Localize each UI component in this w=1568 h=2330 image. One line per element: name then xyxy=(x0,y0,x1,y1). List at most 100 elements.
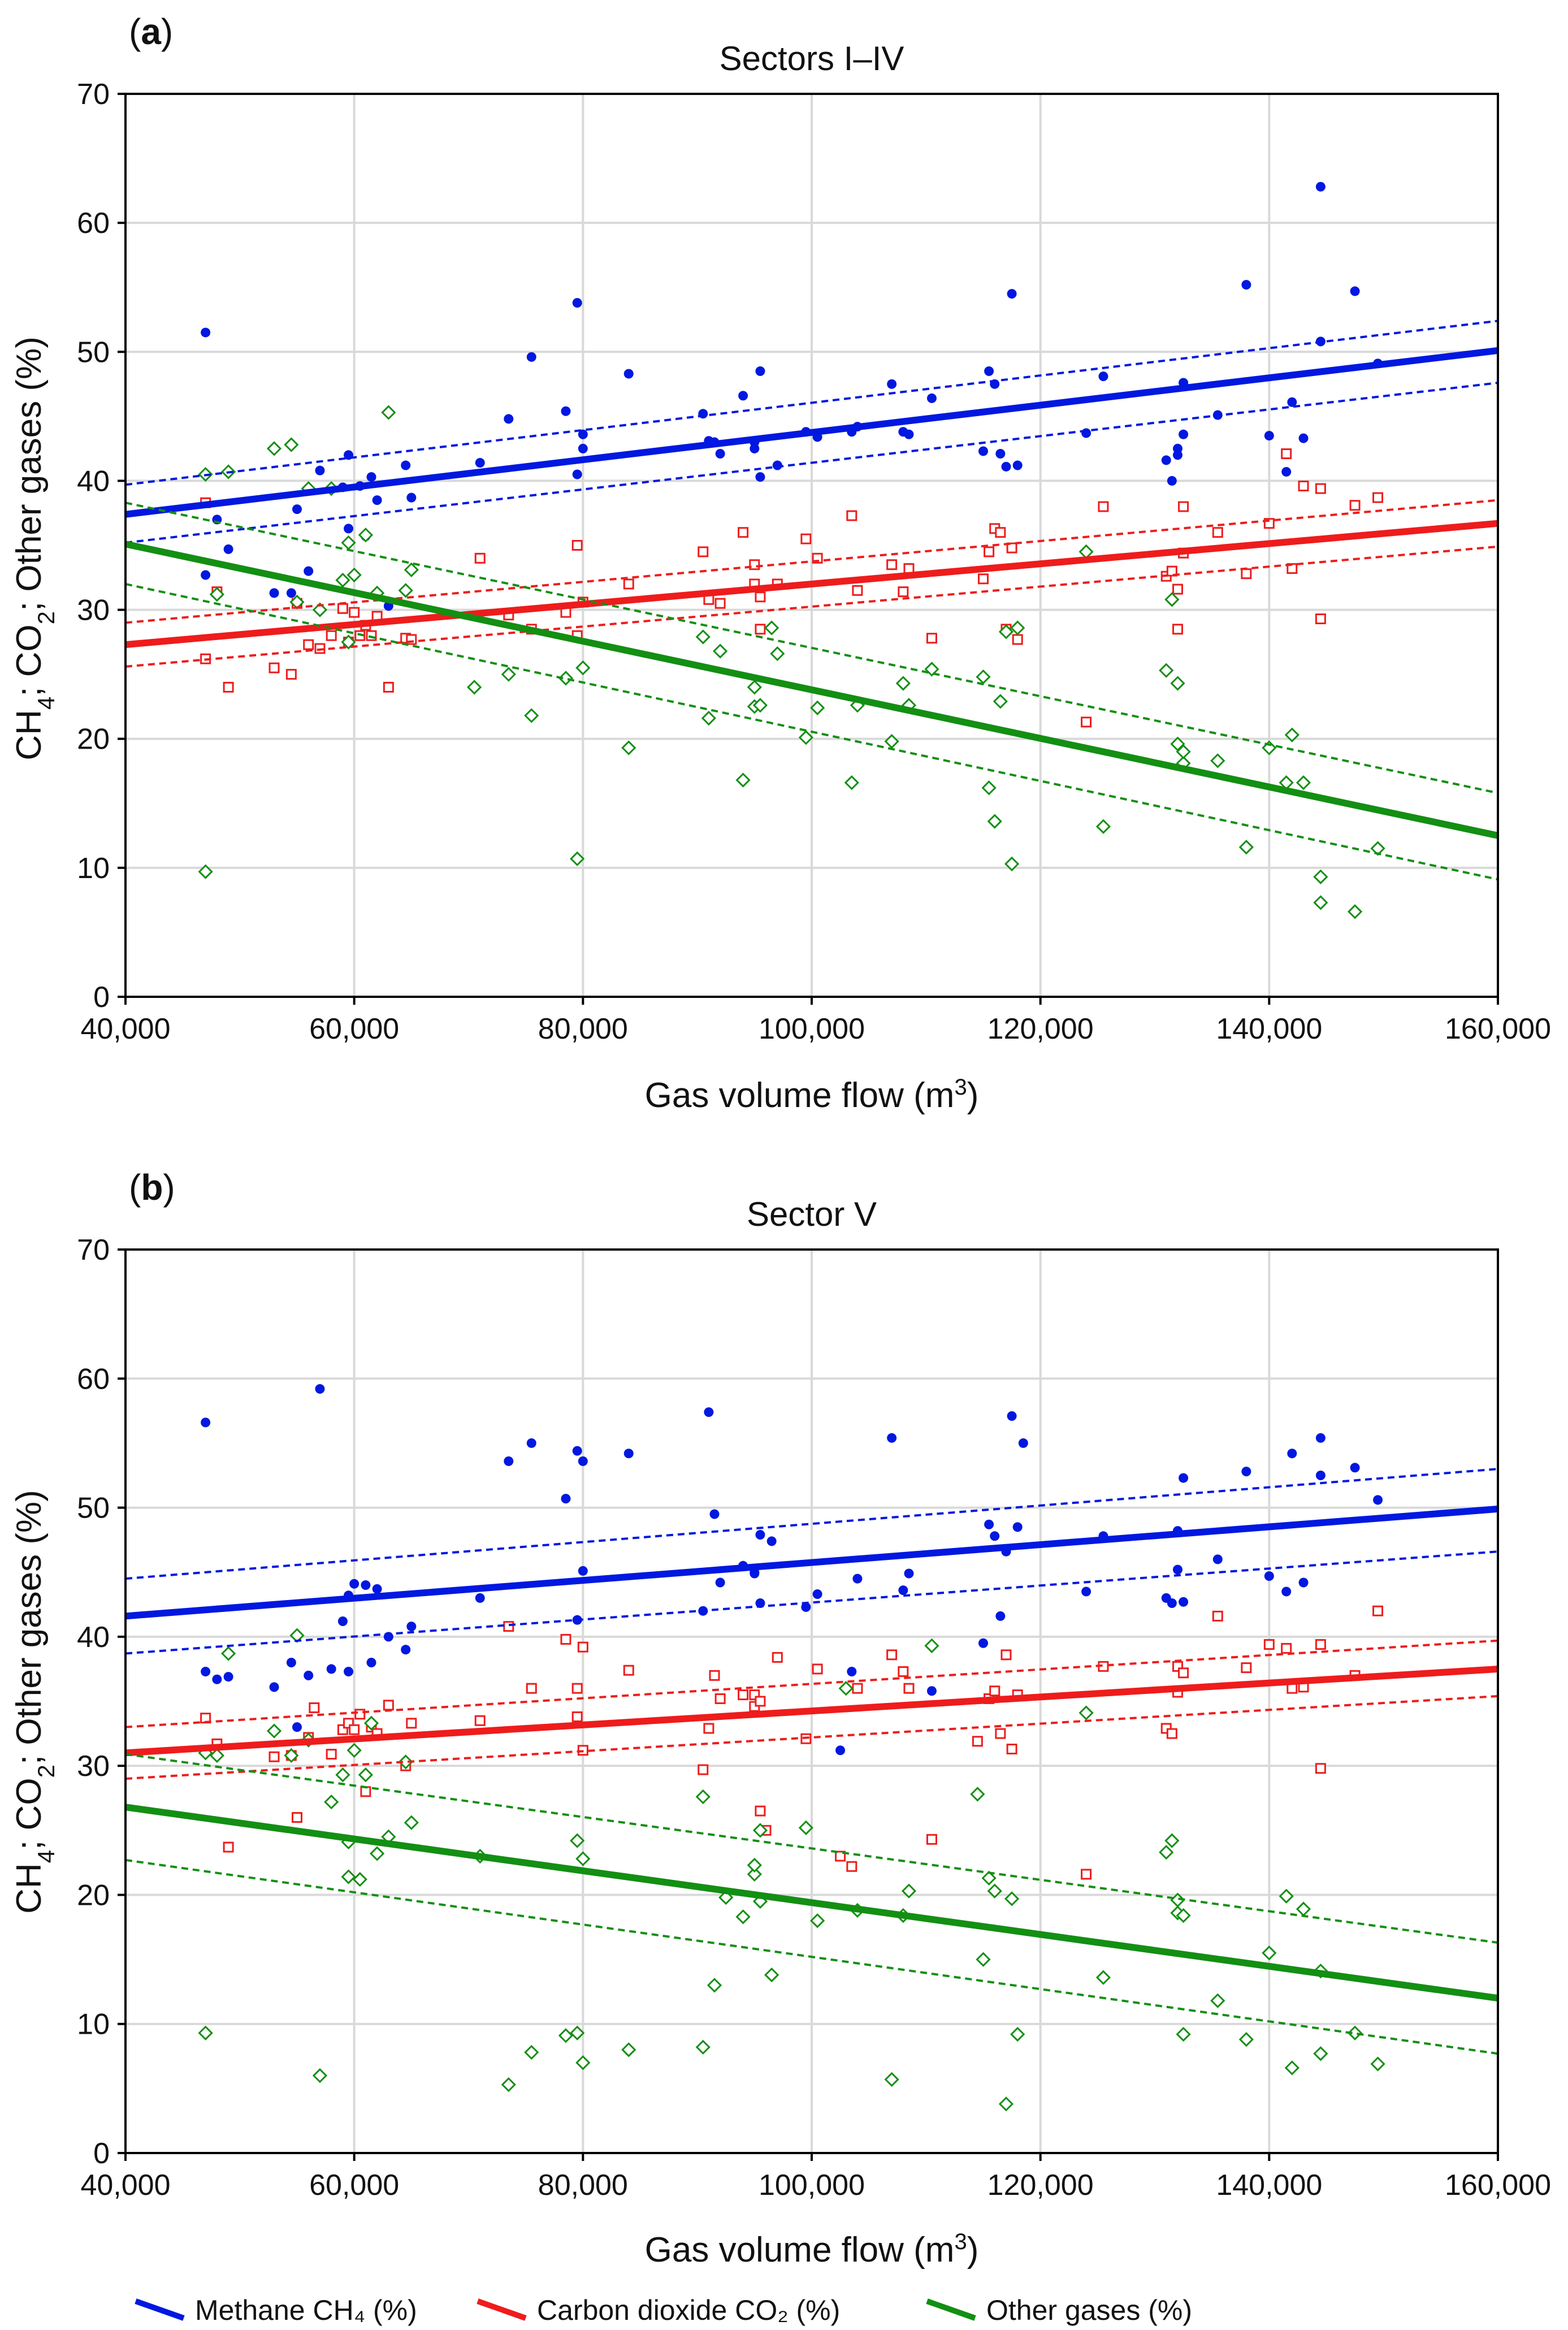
panel-a-point-other xyxy=(1313,895,1328,910)
panel-b-point-other xyxy=(398,1754,413,1770)
panel-a-methane-ci-upper xyxy=(125,319,1498,486)
plot-area-a: 40,000 60,000 80,000 100,000 120,000 140,000 1… xyxy=(77,78,1551,1045)
panel-a-xtick-label: 100,000 xyxy=(759,1013,865,1045)
panel-b-point-co2 xyxy=(1281,1642,1292,1654)
panel-b-point-methane xyxy=(406,1622,417,1632)
panel-b-point-methane xyxy=(1315,1471,1326,1480)
panel-a-point-methane xyxy=(1161,455,1171,465)
panel-b-point-methane xyxy=(475,1593,485,1603)
panel-b-point-methane xyxy=(990,1531,1000,1541)
panel-a-point-other xyxy=(976,669,991,685)
panel-label-b: (b) xyxy=(129,1167,175,1208)
panel-b-point-other xyxy=(1210,1993,1225,2008)
panel-b-point-co2 xyxy=(1315,1639,1326,1650)
panel-a-point-other xyxy=(1238,840,1254,855)
panel-a-point-methane xyxy=(1001,461,1011,472)
panel-a-point-methane xyxy=(995,449,1006,459)
panel-b-point-methane xyxy=(750,1568,760,1579)
panel-a-co2-ci-lower xyxy=(125,545,1498,668)
panel-b-point-other xyxy=(220,1646,236,1661)
panel-b-point-other xyxy=(1176,2026,1191,2042)
panel-a-point-other xyxy=(798,730,814,745)
panel-a-point-other xyxy=(346,567,362,583)
panel-b-point-co2 xyxy=(898,1666,909,1677)
panel-a-point-co2 xyxy=(1212,527,1223,538)
panel-a-xtick-label: 120,000 xyxy=(987,1013,1094,1045)
panel-b-point-co2 xyxy=(972,1736,983,1747)
panel-b-point-methane xyxy=(401,1645,411,1655)
panel-b-ytick-label: 70 xyxy=(77,1234,110,1266)
panel-b-point-other xyxy=(621,2042,636,2057)
panel-a-point-other xyxy=(1210,753,1225,768)
panel-a-point-methane xyxy=(286,588,296,598)
panel-b-point-co2 xyxy=(903,1683,915,1694)
panel-b-other-ci-upper xyxy=(125,1753,1498,1944)
panel-a-point-co2 xyxy=(738,527,749,538)
panel-b-point-co2 xyxy=(1212,1610,1223,1622)
panel-b-point-methane xyxy=(887,1433,897,1443)
panel-b-point-other xyxy=(884,2072,899,2087)
panel-b-point-other xyxy=(558,2028,574,2043)
panel-a-point-co2 xyxy=(984,546,995,557)
panel-a-frame xyxy=(124,93,1499,998)
panel-b-point-other xyxy=(341,1869,356,1884)
panel-a-point-co2 xyxy=(383,681,394,693)
panel-a-point-methane xyxy=(755,472,765,482)
panel-b-point-other xyxy=(1095,1970,1111,1985)
panel-a-point-methane xyxy=(201,327,211,338)
panel-a-point-co2 xyxy=(337,603,348,614)
panel-a-methane-fit-line xyxy=(125,347,1498,518)
panel-a-point-co2 xyxy=(303,639,314,650)
panel-b-point-methane xyxy=(1373,1495,1383,1505)
legend-item-other: Other gases (%) xyxy=(926,2294,1192,2326)
panel-b-point-methane xyxy=(709,1509,720,1519)
panel-a-point-methane xyxy=(1264,431,1274,441)
panel-b-point-methane xyxy=(766,1536,777,1546)
panel-b-point-other xyxy=(976,1952,991,1967)
panel-b-point-methane xyxy=(1287,1449,1297,1459)
panel-a-point-methane xyxy=(223,544,233,554)
panel-a-point-co2 xyxy=(852,585,863,596)
panel-a-point-methane xyxy=(561,406,571,416)
panel-a-point-methane xyxy=(475,457,485,468)
panel-b-point-co2 xyxy=(714,1693,726,1704)
panel-b-point-co2 xyxy=(623,1665,634,1676)
panel-a-point-methane xyxy=(623,369,634,379)
panel-b-co2-ci-lower xyxy=(125,1694,1498,1780)
panel-a-point-co2 xyxy=(926,633,937,644)
panel-b-point-other xyxy=(575,2055,591,2070)
panel-b-point-other xyxy=(747,1866,762,1882)
panel-a-point-methane xyxy=(772,460,782,470)
panel-a-point-other xyxy=(335,572,350,588)
panel-a-ytick-label: 50 xyxy=(77,336,110,369)
panel-b-point-methane xyxy=(623,1449,634,1459)
panel-b-point-co2 xyxy=(1081,1869,1092,1880)
panel-a-point-co2 xyxy=(886,559,898,570)
panel-a-point-methane xyxy=(401,460,411,470)
panel-a-xtick-label: 80,000 xyxy=(538,1013,628,1045)
panel-b-point-other xyxy=(752,1823,768,1838)
panel-b-xtick-label: 40,000 xyxy=(80,2169,170,2202)
panel-b-point-methane xyxy=(349,1579,359,1589)
panel-b-xtick-label: 100,000 xyxy=(759,2169,865,2202)
panel-b-point-co2 xyxy=(1372,1605,1384,1616)
panel-b-point-co2 xyxy=(292,1812,302,1823)
panel-a-other-ci-lower xyxy=(125,582,1498,881)
panel-a-point-other xyxy=(924,662,939,677)
panel-b-point-co2 xyxy=(852,1683,863,1694)
panel-b-methane-ci-lower xyxy=(125,1550,1498,1655)
panel-b-point-methane xyxy=(1018,1438,1028,1448)
panel-b-point-methane xyxy=(269,1682,279,1692)
panel-b-point-other xyxy=(209,1748,224,1763)
panel-a-ytick-label: 70 xyxy=(77,78,110,111)
panel-a-point-co2 xyxy=(800,533,812,544)
panel-b-point-other xyxy=(1296,1901,1311,1917)
legend-label-co2: Carbon dioxide CO₂ (%) xyxy=(537,2294,840,2326)
panel-b-point-co2 xyxy=(886,1649,898,1661)
panel-b-methane-ci-upper xyxy=(125,1468,1498,1580)
panel-b-point-other xyxy=(501,2077,516,2093)
panel-b-point-co2 xyxy=(526,1683,537,1694)
panel-a-point-other xyxy=(381,405,396,420)
panel-a-point-methane xyxy=(578,443,588,453)
